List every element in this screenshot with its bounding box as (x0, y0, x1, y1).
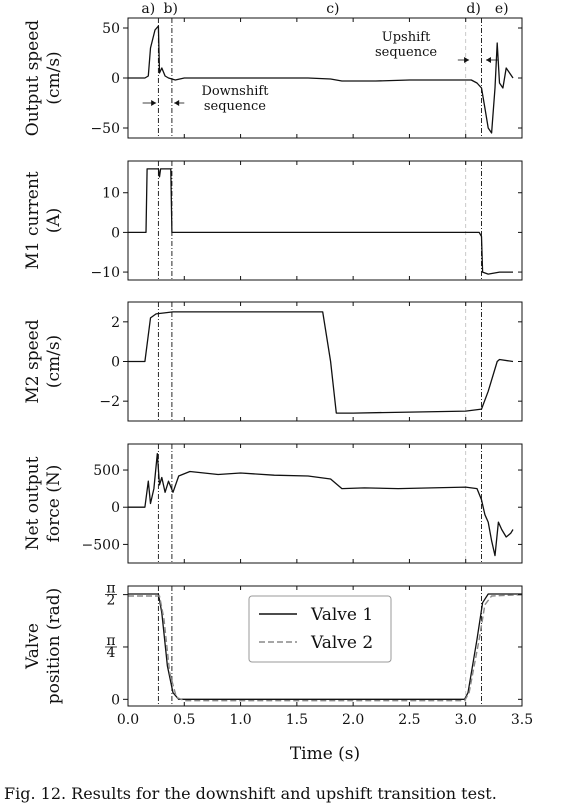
panel-3: 2 0 −2 M2 speed (cm/s) (23, 301, 523, 422)
series-net_output_force (128, 453, 514, 557)
y-tick-label: −500 (82, 537, 120, 553)
arrowhead (174, 100, 180, 106)
y-tick-label: 0 (111, 225, 120, 241)
series-valve-1 (128, 593, 522, 700)
legend: Valve 1 Valve 2 (248, 595, 392, 663)
y-axis-label: Output speed (23, 20, 43, 137)
arrowhead (151, 100, 157, 106)
x-tick-label: 2.0 (342, 712, 364, 728)
y-axis-label: position (rad) (44, 588, 64, 705)
y-axis-label: Valve (23, 623, 43, 670)
phase-label: b) (164, 1, 178, 17)
y-tick-label: 50 (102, 21, 120, 37)
y-tick-label-num: π (106, 633, 115, 649)
annotation-text: sequence (375, 45, 437, 60)
y-tick-label: 10 (102, 186, 120, 202)
y-axis-label: (A) (44, 208, 64, 234)
y-tick-label: −50 (90, 121, 120, 137)
series-output_speed (128, 25, 514, 134)
y-axis-label: (cm/s) (44, 51, 64, 104)
legend-box (248, 595, 392, 663)
y-tick-label: 0 (111, 500, 120, 516)
x-tick-label: 3.0 (455, 712, 477, 728)
x-tick-label: 3.5 (511, 712, 533, 728)
y-tick-label-num: π (106, 581, 115, 597)
x-tick-label: 0.0 (117, 712, 139, 728)
plot-frame (127, 160, 523, 281)
figure-caption: Fig. 12. Results for the downshift and u… (4, 784, 497, 803)
x-tick-label: 1.0 (229, 712, 251, 728)
phase-label: d) (466, 1, 480, 17)
y-tick-label: 0 (111, 71, 120, 87)
y-tick-label: 500 (93, 463, 120, 479)
legend-label: Valve 2 (310, 633, 373, 653)
phase-label: a) (141, 1, 155, 17)
phase-label: e) (495, 1, 509, 17)
series-m2_speed (128, 311, 514, 414)
plot-frame (127, 443, 523, 564)
x-tick-label: 2.5 (398, 712, 420, 728)
y-tick-label: −2 (99, 394, 120, 410)
annotation-text: Downshift (201, 84, 269, 99)
y-axis-label: (cm/s) (44, 335, 64, 388)
x-tick-label: 1.5 (286, 712, 308, 728)
y-tick-label: 0 (111, 692, 120, 708)
arrowhead (485, 57, 491, 63)
y-tick-label-den: 2 (107, 593, 116, 609)
y-tick-label-den: 4 (107, 645, 116, 661)
y-tick-label: 0 (111, 355, 120, 371)
annotation-text: sequence (204, 99, 266, 114)
plot-frame (127, 301, 523, 422)
y-tick-label: −10 (90, 265, 120, 281)
y-axis-label: force (N) (44, 465, 64, 543)
x-axis-label: Time (s) (290, 744, 360, 764)
plot-frame (127, 585, 523, 707)
y-axis-label: M1 current (23, 171, 43, 269)
panel-4: 500 0 −500 Net output force (N) (23, 443, 523, 564)
annotation-text: Upshift (382, 30, 431, 45)
y-axis-label: M2 speed (23, 319, 43, 403)
arrowhead (464, 57, 470, 63)
y-axis-label: Net output (23, 456, 43, 550)
panel-2: 10 0 −10 M1 current (A) (23, 160, 523, 281)
phase-label: c) (326, 1, 339, 17)
series-m1_current (128, 168, 513, 275)
x-tick-label: 0.5 (173, 712, 195, 728)
y-tick-label: 2 (111, 315, 120, 331)
legend-label: Valve 1 (310, 605, 373, 625)
series-valve-2 (128, 594, 522, 702)
